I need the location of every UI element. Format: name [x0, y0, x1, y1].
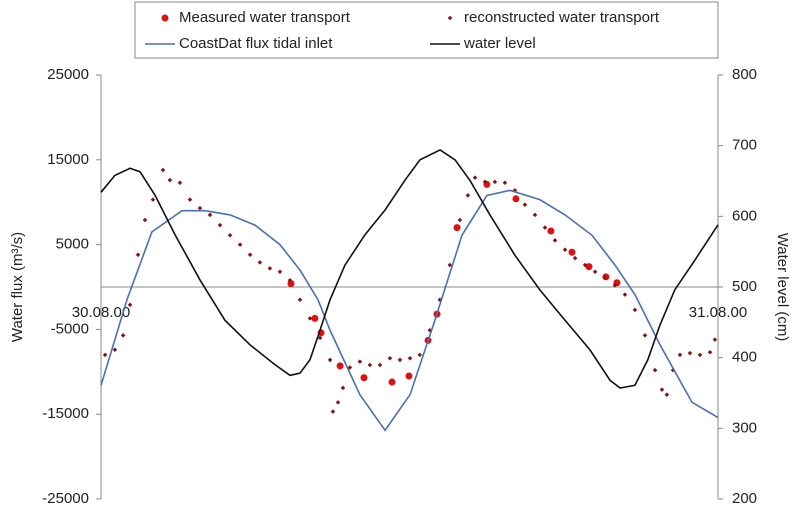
reconstructed-point [187, 197, 193, 202]
measured-point [453, 224, 461, 232]
series-line [100, 148, 719, 389]
reconstructed-point [417, 352, 423, 358]
reconstructed-point [150, 197, 156, 202]
y-tick-label: 15000 [47, 151, 89, 168]
y-tick-label: -25000 [42, 490, 89, 507]
reconstructed-point [482, 179, 488, 185]
y2-tick-label: 400 [732, 349, 757, 366]
reconstructed-point [307, 316, 313, 321]
reconstructed-point [622, 292, 628, 297]
reconstructed-point [687, 350, 693, 356]
reconstructed-point [227, 233, 233, 238]
reconstructed-point [267, 266, 273, 271]
measured-point [405, 372, 413, 380]
reconstructed-point [335, 400, 341, 405]
y2-tick-label: 300 [732, 419, 757, 436]
y2-tick-label: 500 [732, 278, 757, 295]
measured-point [547, 227, 555, 235]
reconstructed-point [592, 269, 598, 274]
measured-point [568, 248, 576, 256]
reconstructed-point [135, 252, 141, 258]
reconstructed-point [387, 355, 393, 361]
reconstructed-point [652, 367, 658, 373]
reconstructed-point [377, 362, 383, 368]
y2-tick-label: 700 [732, 137, 757, 154]
reconstructed-point [532, 212, 538, 218]
reconstructed-point [642, 333, 648, 338]
reconstructed-point [659, 387, 665, 392]
legend-marker [161, 14, 169, 22]
reconstructed-point [197, 205, 203, 211]
reconstructed-point [707, 350, 713, 355]
measured-point [311, 314, 319, 322]
measured-point [388, 378, 396, 386]
reconstructed-point [167, 177, 173, 183]
x-tick-label: 30.08.00 [72, 304, 130, 321]
y-tick-label: -15000 [42, 405, 89, 422]
legend-label: water level [463, 35, 536, 52]
reconstructed-point [552, 238, 558, 243]
reconstructed-point [447, 262, 453, 268]
y-tick-label: 25000 [47, 66, 89, 83]
reconstructed-point [217, 222, 223, 228]
y-tick-label: 5000 [56, 236, 89, 253]
reconstructed-point [317, 335, 323, 341]
reconstructed-point [340, 385, 346, 391]
reconstructed-point [297, 297, 303, 302]
y2-tick-label: 800 [732, 66, 757, 83]
reconstructed-point [472, 175, 478, 180]
reconstructed-point [664, 392, 670, 397]
reconstructed-point [277, 269, 283, 274]
reconstructed-point [562, 247, 568, 252]
reconstructed-point [357, 359, 363, 364]
reconstructed-point [502, 180, 508, 185]
reconstructed-point [160, 167, 166, 173]
reconstructed-point [457, 217, 463, 223]
reconstructed-point [542, 225, 548, 230]
y-tick-label: -5000 [51, 320, 89, 337]
y2-axis-label: Water level (cm) [774, 233, 791, 342]
measured-point [336, 362, 344, 370]
reconstructed-point [177, 180, 183, 185]
legend-box [134, 1, 719, 59]
series-line [100, 189, 719, 432]
reconstructed-point [632, 307, 638, 313]
reconstructed-point [712, 337, 718, 342]
reconstructed-point [207, 212, 213, 218]
reconstructed-point [287, 277, 293, 283]
reconstructed-point [397, 357, 403, 363]
y-axis-label: Water flux (m³/s) [9, 232, 26, 342]
reconstructed-point [522, 202, 528, 208]
legend-label: Measured water transport [179, 9, 351, 26]
reconstructed-point [677, 352, 683, 358]
reconstructed-point [465, 193, 471, 198]
y2-tick-label: 600 [732, 207, 757, 224]
reconstructed-point [572, 255, 578, 261]
reconstructed-point [582, 262, 588, 268]
reconstructed-point [367, 362, 373, 368]
reconstructed-point [112, 347, 118, 353]
legend-label: CoastDat flux tidal inlet [179, 35, 333, 52]
reconstructed-point [407, 355, 413, 361]
reconstructed-point [327, 357, 333, 363]
reconstructed-point [612, 283, 618, 288]
reconstructed-point [120, 333, 126, 338]
reconstructed-point [330, 409, 336, 414]
x-tick-label: 31.08.00 [689, 304, 747, 321]
legend-label: reconstructed water transport [464, 9, 660, 26]
measured-point [512, 195, 520, 203]
reconstructed-point [102, 352, 108, 358]
reconstructed-point [142, 217, 148, 223]
reconstructed-point [492, 179, 498, 185]
reconstructed-point [602, 275, 608, 280]
measured-point [287, 280, 295, 288]
reconstructed-point [247, 252, 253, 258]
reconstructed-point [697, 352, 703, 358]
reconstructed-point [257, 260, 263, 265]
measured-point [360, 374, 368, 382]
reconstructed-point [237, 242, 243, 247]
y2-tick-label: 200 [732, 490, 757, 507]
